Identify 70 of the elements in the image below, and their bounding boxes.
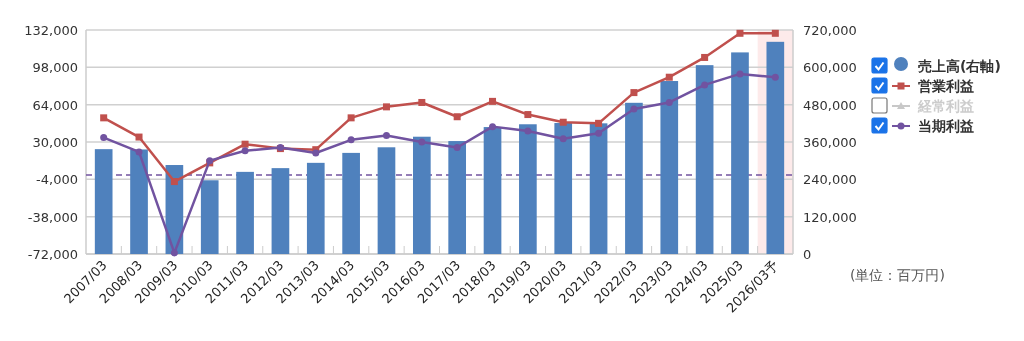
point xyxy=(665,98,673,106)
point xyxy=(489,123,497,131)
y2-tick-label: 600,000 xyxy=(803,60,857,76)
y2-tick-label: 720,000 xyxy=(803,23,857,38)
y2-tick-label: 480,000 xyxy=(803,97,857,113)
bar xyxy=(448,141,467,254)
bar xyxy=(306,162,325,254)
point xyxy=(736,29,744,37)
point xyxy=(559,135,567,143)
bar xyxy=(695,65,714,254)
y-tick-label: 98,000 xyxy=(32,60,78,76)
bar xyxy=(236,171,254,254)
point xyxy=(701,81,709,89)
bar xyxy=(342,152,360,254)
legend-label: 売上高(右軸) xyxy=(918,58,1001,74)
point xyxy=(595,119,603,127)
point xyxy=(524,127,532,135)
y-tick-label: -72,000 xyxy=(27,247,78,262)
bar xyxy=(200,180,219,254)
bar xyxy=(625,102,643,254)
point xyxy=(241,147,249,155)
point xyxy=(630,89,638,97)
y-tick-label: -38,000 xyxy=(27,209,78,225)
y2-tick-label: 0 xyxy=(803,247,812,262)
point xyxy=(559,118,567,126)
bar xyxy=(271,168,290,254)
point xyxy=(771,29,779,37)
legend-label: 当期利益 xyxy=(918,118,974,134)
point xyxy=(100,134,108,142)
y2-tick-label: 360,000 xyxy=(803,135,857,150)
y-tick-label: 64,000 xyxy=(32,97,78,113)
point xyxy=(241,140,249,148)
bar xyxy=(412,136,431,254)
point xyxy=(489,97,497,105)
point xyxy=(347,114,355,122)
point xyxy=(524,111,532,119)
point xyxy=(170,178,178,186)
y2-tick-label: 240,000 xyxy=(803,172,857,188)
text: (単位：百万円) xyxy=(850,267,945,283)
point xyxy=(418,138,426,146)
y2-tick-label: 120,000 xyxy=(803,209,857,225)
point xyxy=(418,98,426,106)
point xyxy=(630,105,638,113)
point xyxy=(665,73,673,81)
point xyxy=(135,133,143,141)
bar xyxy=(483,127,502,254)
point xyxy=(382,131,390,139)
y-tick-label: -4,000 xyxy=(36,172,78,188)
y-tick-label: 132,000 xyxy=(24,23,78,38)
point xyxy=(135,148,143,156)
point xyxy=(736,70,744,78)
point xyxy=(595,129,603,137)
bar xyxy=(554,123,573,254)
legend-label: 営業利益 xyxy=(918,78,974,94)
point xyxy=(453,143,461,151)
bar xyxy=(377,147,396,254)
point xyxy=(701,53,709,61)
point xyxy=(170,249,178,257)
bar xyxy=(130,149,148,254)
point xyxy=(382,103,390,111)
point xyxy=(771,73,779,81)
bar xyxy=(589,123,608,254)
bar xyxy=(731,52,749,254)
y-tick-label: 30,000 xyxy=(32,135,78,150)
point xyxy=(100,114,108,122)
point xyxy=(347,136,355,144)
bar xyxy=(94,149,113,254)
point xyxy=(453,113,461,121)
bar xyxy=(660,81,679,254)
bar xyxy=(519,124,537,254)
